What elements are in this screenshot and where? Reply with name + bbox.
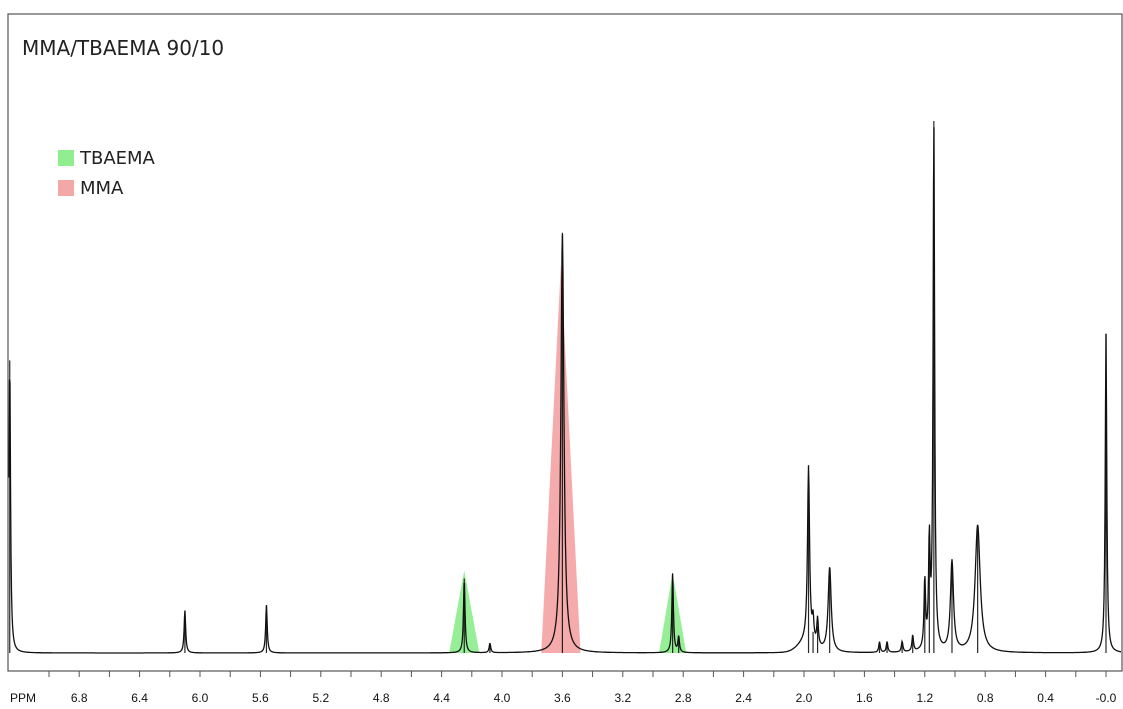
legend-label-tbaema: TBAEMA bbox=[80, 147, 155, 169]
legend-item-tbaema: TBAEMA bbox=[58, 145, 155, 171]
x-tick-label: 6.0 bbox=[192, 691, 209, 705]
x-tick-label: 4.4 bbox=[433, 691, 450, 705]
x-tick-label: 6.8 bbox=[71, 691, 88, 705]
x-tick-label: -0.0 bbox=[1096, 691, 1117, 705]
legend-swatch-tbaema bbox=[58, 150, 74, 166]
chart-title: MMA/TBAEMA 90/10 bbox=[22, 36, 225, 60]
x-tick-label: 1.6 bbox=[856, 691, 873, 705]
legend-label-mma: MMA bbox=[80, 177, 124, 199]
x-tick-label: 1.2 bbox=[916, 691, 933, 705]
legend-swatch-mma bbox=[58, 180, 74, 196]
x-tick-label: 5.2 bbox=[312, 691, 329, 705]
x-tick-label: 6.4 bbox=[131, 691, 148, 705]
spectrum-line bbox=[8, 127, 1121, 654]
x-tick-label: 2.4 bbox=[735, 691, 752, 705]
legend-item-mma: MMA bbox=[58, 175, 155, 201]
x-tick-label: 2.8 bbox=[675, 691, 692, 705]
x-tick-label: 0.4 bbox=[1037, 691, 1054, 705]
x-axis-label: PPM bbox=[10, 691, 36, 705]
x-tick-label: 0.8 bbox=[977, 691, 994, 705]
x-tick-label: 3.6 bbox=[554, 691, 571, 705]
x-tick-label: 3.2 bbox=[614, 691, 631, 705]
legend: TBAEMA MMA bbox=[58, 145, 155, 205]
x-tick-label: 2.0 bbox=[796, 691, 813, 705]
x-tick-label: 4.0 bbox=[494, 691, 511, 705]
x-tick-label: 4.8 bbox=[373, 691, 390, 705]
x-tick-label: 5.6 bbox=[252, 691, 269, 705]
